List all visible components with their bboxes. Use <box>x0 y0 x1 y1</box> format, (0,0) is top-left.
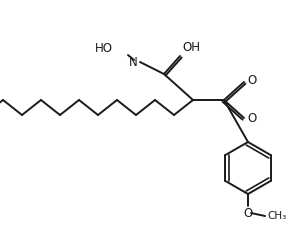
Text: O: O <box>243 207 253 220</box>
Text: O: O <box>247 113 256 126</box>
Text: CH₃: CH₃ <box>267 211 286 221</box>
Text: HO: HO <box>95 42 113 55</box>
Text: O: O <box>247 75 256 88</box>
Text: N: N <box>129 55 138 69</box>
Text: OH: OH <box>182 41 200 54</box>
